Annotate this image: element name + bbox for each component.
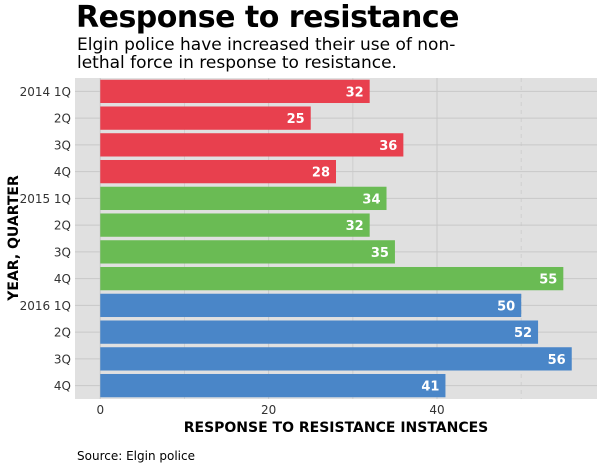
y-tick-label: 3Q bbox=[54, 352, 71, 366]
y-tick-label: 4Q bbox=[54, 379, 71, 393]
bar bbox=[100, 347, 572, 371]
bar-value-label: 32 bbox=[346, 85, 364, 100]
y-tick-label: 2Q bbox=[54, 112, 71, 126]
y-axis-title: YEAR, QUARTER bbox=[6, 175, 22, 302]
bar bbox=[100, 159, 337, 184]
bar bbox=[100, 373, 446, 398]
x-tick-labels: 0 20 40 bbox=[96, 403, 444, 417]
y-tick-label: 2015 1Q bbox=[20, 192, 71, 206]
bar-value-label: 35 bbox=[371, 246, 389, 261]
chart-title: Response to resistance bbox=[76, 0, 460, 35]
bar-value-labels: 32 25 36 28 34 32 35 55 50 52 56 41 bbox=[287, 85, 566, 394]
bar-value-label: 50 bbox=[497, 299, 515, 314]
bar bbox=[100, 213, 370, 237]
y-tick-labels: 2014 1Q 2Q 3Q 4Q 2015 1Q 2Q 3Q 4Q 2016 1Q 2Q 3Q 4Q bbox=[20, 85, 71, 393]
bar bbox=[100, 106, 311, 130]
plot-panel bbox=[75, 78, 597, 399]
bar-value-label: 52 bbox=[514, 326, 532, 341]
chart-subtitle: Elgin police have increased their use of… bbox=[77, 35, 456, 73]
x-tick-label: 0 bbox=[96, 403, 104, 417]
bar-value-label: 36 bbox=[379, 139, 397, 154]
bar-value-label: 56 bbox=[548, 353, 566, 368]
bar-value-label: 28 bbox=[312, 166, 330, 181]
x-tick-label: 40 bbox=[429, 403, 444, 417]
bars bbox=[100, 79, 572, 398]
x-axis-title: RESPONSE TO RESISTANCE INSTANCES bbox=[184, 420, 489, 436]
bar-value-label: 32 bbox=[346, 219, 364, 234]
bar bbox=[100, 79, 370, 104]
bar bbox=[100, 320, 539, 344]
y-tick-label: 3Q bbox=[54, 245, 71, 259]
source-note: Source: Elgin police bbox=[77, 449, 195, 463]
y-tick-label: 2Q bbox=[54, 219, 71, 233]
y-tick-label: 2014 1Q bbox=[20, 85, 71, 99]
bar-value-label: 41 bbox=[421, 380, 439, 395]
y-tick-label: 2Q bbox=[54, 326, 71, 340]
y-tick-label: 3Q bbox=[54, 138, 71, 152]
bar bbox=[100, 240, 395, 264]
bar bbox=[100, 133, 404, 157]
bar-value-label: 25 bbox=[287, 112, 305, 127]
bar bbox=[100, 293, 522, 318]
x-tick-label: 20 bbox=[261, 403, 276, 417]
bar-value-label: 55 bbox=[539, 273, 557, 288]
bar bbox=[100, 186, 387, 211]
y-tick-label: 2016 1Q bbox=[20, 299, 71, 313]
bar-value-label: 34 bbox=[362, 192, 380, 207]
bar bbox=[100, 266, 564, 291]
y-tick-label: 4Q bbox=[54, 272, 71, 286]
y-tick-label: 4Q bbox=[54, 165, 71, 179]
